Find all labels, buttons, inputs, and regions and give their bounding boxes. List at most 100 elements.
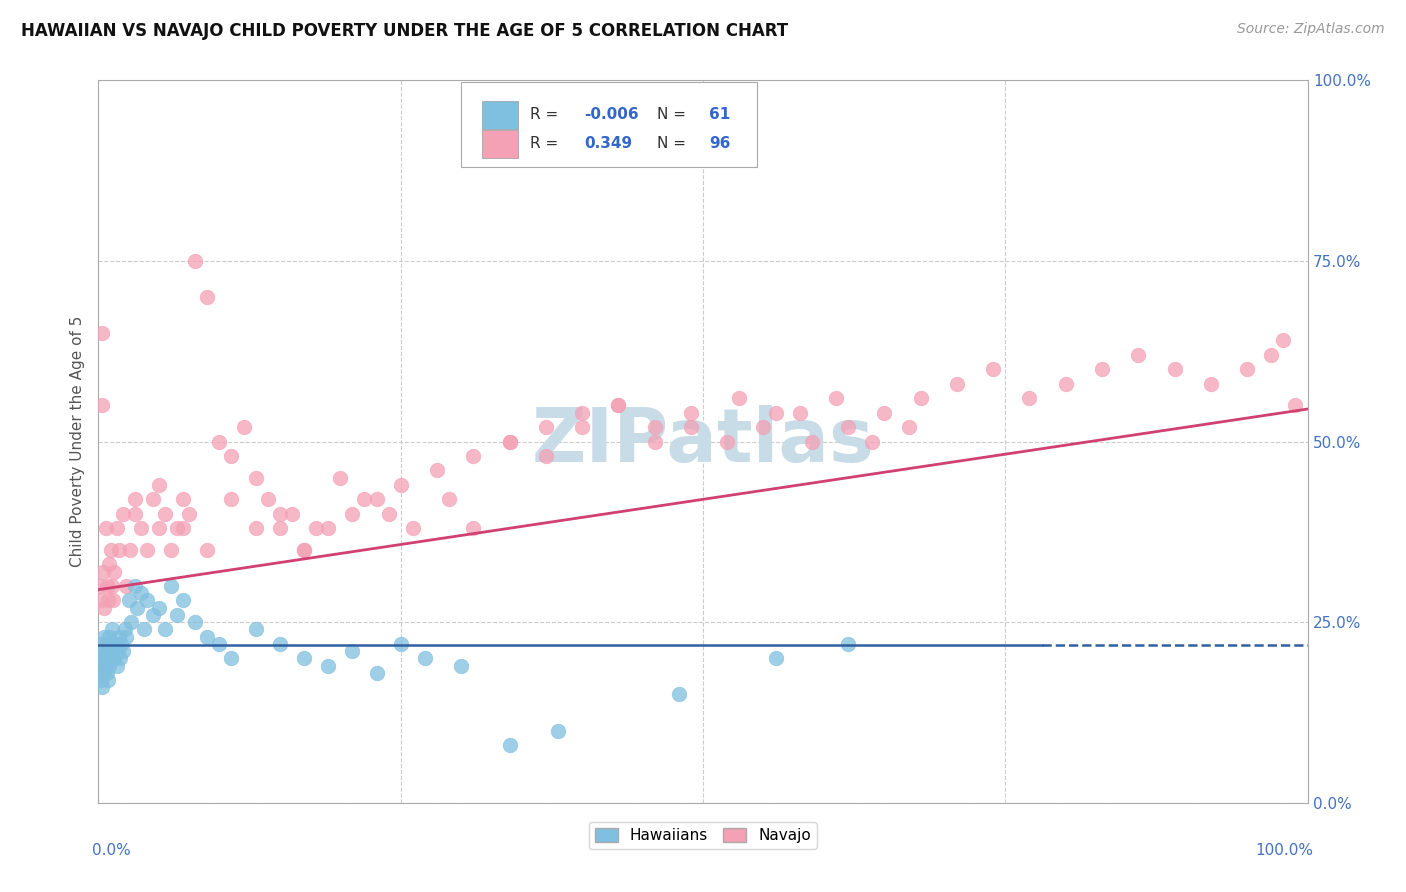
- Point: [498, 434, 520, 449]
- Point: [148, 600, 170, 615]
- Point: [221, 449, 243, 463]
- Point: [148, 478, 170, 492]
- Point: [389, 637, 412, 651]
- Point: [96, 579, 118, 593]
- Point: [100, 579, 122, 593]
- Point: [172, 492, 194, 507]
- Point: [679, 406, 702, 420]
- Point: [153, 623, 176, 637]
- Point: [96, 665, 118, 680]
- Point: [115, 630, 138, 644]
- Point: [108, 542, 131, 557]
- Point: [329, 470, 352, 484]
- Text: N =: N =: [657, 108, 690, 122]
- Point: [342, 644, 364, 658]
- Point: [124, 579, 146, 593]
- Point: [860, 434, 883, 449]
- Text: Source: ZipAtlas.com: Source: ZipAtlas.com: [1237, 22, 1385, 37]
- Point: [837, 420, 859, 434]
- Point: [389, 478, 412, 492]
- Point: [160, 542, 183, 557]
- Point: [1163, 362, 1185, 376]
- Point: [91, 398, 114, 412]
- Point: [97, 673, 120, 687]
- Point: [142, 607, 165, 622]
- Point: [716, 434, 738, 449]
- Point: [195, 290, 218, 304]
- Point: [90, 673, 112, 687]
- Point: [547, 723, 569, 738]
- Point: [184, 615, 207, 630]
- Point: [91, 565, 114, 579]
- Point: [571, 406, 593, 420]
- Point: [366, 492, 388, 507]
- Point: [1054, 376, 1077, 391]
- Point: [166, 607, 188, 622]
- Point: [91, 637, 114, 651]
- Point: [127, 600, 149, 615]
- Point: [463, 449, 485, 463]
- Text: ZIPatlas: ZIPatlas: [531, 405, 875, 478]
- Point: [221, 651, 243, 665]
- Point: [98, 558, 121, 572]
- Point: [142, 492, 165, 507]
- Point: [1018, 391, 1040, 405]
- Point: [800, 434, 823, 449]
- Point: [160, 579, 183, 593]
- Point: [910, 391, 932, 405]
- Point: [534, 420, 557, 434]
- Point: [752, 420, 775, 434]
- Text: R =: R =: [530, 108, 564, 122]
- Point: [644, 420, 666, 434]
- Point: [172, 593, 194, 607]
- Text: -0.006: -0.006: [585, 108, 640, 122]
- Point: [897, 420, 920, 434]
- Point: [437, 492, 460, 507]
- Point: [118, 593, 141, 607]
- Text: 0.0%: 0.0%: [93, 843, 131, 857]
- Point: [195, 630, 218, 644]
- Point: [94, 521, 117, 535]
- Point: [108, 651, 131, 665]
- Point: [292, 651, 315, 665]
- Point: [124, 492, 146, 507]
- Point: [105, 658, 128, 673]
- Point: [1128, 348, 1150, 362]
- Point: [129, 521, 152, 535]
- Point: [118, 542, 141, 557]
- Point: [91, 680, 114, 694]
- Text: HAWAIIAN VS NAVAJO CHILD POVERTY UNDER THE AGE OF 5 CORRELATION CHART: HAWAIIAN VS NAVAJO CHILD POVERTY UNDER T…: [21, 22, 789, 40]
- Legend: Hawaiians, Navajo: Hawaiians, Navajo: [589, 822, 817, 849]
- Point: [534, 449, 557, 463]
- Point: [91, 326, 114, 340]
- Point: [245, 521, 267, 535]
- Point: [172, 521, 194, 535]
- Point: [281, 507, 304, 521]
- Point: [101, 593, 124, 607]
- Point: [93, 630, 115, 644]
- Point: [195, 542, 218, 557]
- Y-axis label: Child Poverty Under the Age of 5: Child Poverty Under the Age of 5: [70, 316, 86, 567]
- Point: [946, 376, 969, 391]
- Point: [89, 658, 111, 673]
- Point: [1199, 376, 1222, 391]
- Point: [269, 637, 291, 651]
- Point: [607, 398, 630, 412]
- Point: [1091, 362, 1114, 376]
- Point: [94, 658, 117, 673]
- Point: [269, 507, 291, 521]
- Point: [765, 406, 787, 420]
- Point: [232, 420, 254, 434]
- Point: [644, 434, 666, 449]
- Point: [107, 644, 129, 658]
- Point: [837, 637, 859, 651]
- Point: [100, 623, 122, 637]
- FancyBboxPatch shape: [482, 130, 517, 158]
- Text: N =: N =: [657, 136, 690, 152]
- Point: [90, 651, 112, 665]
- Point: [221, 492, 243, 507]
- Point: [103, 651, 125, 665]
- Point: [124, 507, 146, 521]
- Point: [93, 651, 115, 665]
- Point: [256, 492, 278, 507]
